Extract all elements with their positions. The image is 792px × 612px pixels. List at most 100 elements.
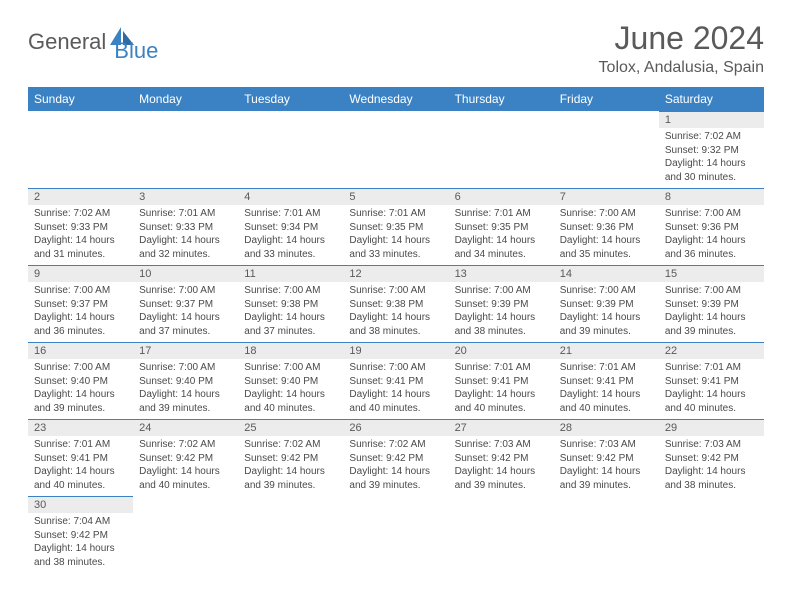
sunrise-text: Sunrise: 7:00 AM xyxy=(665,207,758,221)
daylight-text: and 30 minutes. xyxy=(665,171,758,185)
dayname-tue: Tuesday xyxy=(238,87,343,111)
sunset-text: Sunset: 9:41 PM xyxy=(560,375,653,389)
day-number: 15 xyxy=(659,265,764,282)
day-number: 8 xyxy=(659,188,764,205)
sunrise-text: Sunrise: 7:00 AM xyxy=(560,207,653,221)
day-number: 27 xyxy=(449,419,554,436)
daylight-text: Daylight: 14 hours xyxy=(455,465,548,479)
calendar-cell: 6Sunrise: 7:01 AMSunset: 9:35 PMDaylight… xyxy=(449,188,554,265)
day-number: 13 xyxy=(449,265,554,282)
daylight-text: Daylight: 14 hours xyxy=(139,311,232,325)
calendar-cell: 3Sunrise: 7:01 AMSunset: 9:33 PMDaylight… xyxy=(133,188,238,265)
sunrise-text: Sunrise: 7:03 AM xyxy=(560,438,653,452)
calendar-cell: 15Sunrise: 7:00 AMSunset: 9:39 PMDayligh… xyxy=(659,265,764,342)
daylight-text: and 39 minutes. xyxy=(349,479,442,493)
sunrise-text: Sunrise: 7:00 AM xyxy=(560,284,653,298)
sunset-text: Sunset: 9:35 PM xyxy=(349,221,442,235)
daylight-text: and 39 minutes. xyxy=(560,479,653,493)
calendar-table: Sunday Monday Tuesday Wednesday Thursday… xyxy=(28,87,764,573)
day-number: 30 xyxy=(28,496,133,513)
calendar-cell xyxy=(554,496,659,573)
sunset-text: Sunset: 9:32 PM xyxy=(665,144,758,158)
calendar-cell: 11Sunrise: 7:00 AMSunset: 9:38 PMDayligh… xyxy=(238,265,343,342)
day-number: 12 xyxy=(343,265,448,282)
location-subtitle: Tolox, Andalusia, Spain xyxy=(599,59,764,77)
sunset-text: Sunset: 9:42 PM xyxy=(455,452,548,466)
sunset-text: Sunset: 9:40 PM xyxy=(34,375,127,389)
sunset-text: Sunset: 9:36 PM xyxy=(560,221,653,235)
sunset-text: Sunset: 9:42 PM xyxy=(665,452,758,466)
calendar-cell: 16Sunrise: 7:00 AMSunset: 9:40 PMDayligh… xyxy=(28,342,133,419)
day-details: Sunrise: 7:04 AMSunset: 9:42 PMDaylight:… xyxy=(28,513,133,573)
day-number: 17 xyxy=(133,342,238,359)
calendar-cell: 17Sunrise: 7:00 AMSunset: 9:40 PMDayligh… xyxy=(133,342,238,419)
calendar-cell xyxy=(343,111,448,188)
dayname-sat: Saturday xyxy=(659,87,764,111)
sunset-text: Sunset: 9:42 PM xyxy=(34,529,127,543)
daylight-text: and 39 minutes. xyxy=(455,479,548,493)
dayname-wed: Wednesday xyxy=(343,87,448,111)
daylight-text: and 37 minutes. xyxy=(244,325,337,339)
day-number: 29 xyxy=(659,419,764,436)
daylight-text: and 38 minutes. xyxy=(34,556,127,570)
daylight-text: and 40 minutes. xyxy=(665,402,758,416)
calendar-cell xyxy=(133,111,238,188)
daylight-text: Daylight: 14 hours xyxy=(560,388,653,402)
sunrise-text: Sunrise: 7:02 AM xyxy=(34,207,127,221)
daylight-text: and 39 minutes. xyxy=(560,325,653,339)
calendar-week-row: 16Sunrise: 7:00 AMSunset: 9:40 PMDayligh… xyxy=(28,342,764,419)
sunset-text: Sunset: 9:41 PM xyxy=(455,375,548,389)
daylight-text: Daylight: 14 hours xyxy=(665,311,758,325)
calendar-cell: 20Sunrise: 7:01 AMSunset: 9:41 PMDayligh… xyxy=(449,342,554,419)
calendar-cell xyxy=(238,496,343,573)
daylight-text: Daylight: 14 hours xyxy=(349,465,442,479)
day-details: Sunrise: 7:00 AMSunset: 9:40 PMDaylight:… xyxy=(238,359,343,419)
day-details: Sunrise: 7:00 AMSunset: 9:38 PMDaylight:… xyxy=(343,282,448,342)
logo: General Blue xyxy=(28,20,158,64)
sunset-text: Sunset: 9:42 PM xyxy=(244,452,337,466)
calendar-cell: 18Sunrise: 7:00 AMSunset: 9:40 PMDayligh… xyxy=(238,342,343,419)
calendar-week-row: 23Sunrise: 7:01 AMSunset: 9:41 PMDayligh… xyxy=(28,419,764,496)
day-details: Sunrise: 7:01 AMSunset: 9:41 PMDaylight:… xyxy=(28,436,133,496)
sunrise-text: Sunrise: 7:00 AM xyxy=(349,284,442,298)
calendar-week-row: 2Sunrise: 7:02 AMSunset: 9:33 PMDaylight… xyxy=(28,188,764,265)
calendar-week-row: 1Sunrise: 7:02 AMSunset: 9:32 PMDaylight… xyxy=(28,111,764,188)
day-details: Sunrise: 7:00 AMSunset: 9:39 PMDaylight:… xyxy=(659,282,764,342)
daylight-text: and 34 minutes. xyxy=(455,248,548,262)
daylight-text: Daylight: 14 hours xyxy=(34,388,127,402)
calendar-cell: 14Sunrise: 7:00 AMSunset: 9:39 PMDayligh… xyxy=(554,265,659,342)
sunset-text: Sunset: 9:42 PM xyxy=(349,452,442,466)
sunrise-text: Sunrise: 7:00 AM xyxy=(34,361,127,375)
day-details: Sunrise: 7:00 AMSunset: 9:37 PMDaylight:… xyxy=(28,282,133,342)
sunrise-text: Sunrise: 7:01 AM xyxy=(455,361,548,375)
day-number: 22 xyxy=(659,342,764,359)
sunset-text: Sunset: 9:42 PM xyxy=(139,452,232,466)
sunrise-text: Sunrise: 7:00 AM xyxy=(34,284,127,298)
sunrise-text: Sunrise: 7:01 AM xyxy=(349,207,442,221)
daylight-text: and 32 minutes. xyxy=(139,248,232,262)
daylight-text: and 31 minutes. xyxy=(34,248,127,262)
sunrise-text: Sunrise: 7:02 AM xyxy=(665,130,758,144)
daylight-text: Daylight: 14 hours xyxy=(349,234,442,248)
day-details: Sunrise: 7:01 AMSunset: 9:33 PMDaylight:… xyxy=(133,205,238,265)
daylight-text: Daylight: 14 hours xyxy=(139,465,232,479)
day-details: Sunrise: 7:02 AMSunset: 9:32 PMDaylight:… xyxy=(659,128,764,188)
calendar-cell: 25Sunrise: 7:02 AMSunset: 9:42 PMDayligh… xyxy=(238,419,343,496)
sunrise-text: Sunrise: 7:00 AM xyxy=(139,361,232,375)
day-details: Sunrise: 7:03 AMSunset: 9:42 PMDaylight:… xyxy=(449,436,554,496)
calendar-cell: 13Sunrise: 7:00 AMSunset: 9:39 PMDayligh… xyxy=(449,265,554,342)
sunset-text: Sunset: 9:38 PM xyxy=(244,298,337,312)
daylight-text: and 38 minutes. xyxy=(665,479,758,493)
calendar-cell: 24Sunrise: 7:02 AMSunset: 9:42 PMDayligh… xyxy=(133,419,238,496)
calendar-cell xyxy=(238,111,343,188)
daylight-text: Daylight: 14 hours xyxy=(244,465,337,479)
sunset-text: Sunset: 9:40 PM xyxy=(139,375,232,389)
daylight-text: Daylight: 14 hours xyxy=(34,465,127,479)
calendar-cell: 7Sunrise: 7:00 AMSunset: 9:36 PMDaylight… xyxy=(554,188,659,265)
daylight-text: Daylight: 14 hours xyxy=(244,311,337,325)
sunrise-text: Sunrise: 7:04 AM xyxy=(34,515,127,529)
sunset-text: Sunset: 9:39 PM xyxy=(560,298,653,312)
daylight-text: Daylight: 14 hours xyxy=(560,234,653,248)
day-number: 9 xyxy=(28,265,133,282)
daylight-text: Daylight: 14 hours xyxy=(665,234,758,248)
